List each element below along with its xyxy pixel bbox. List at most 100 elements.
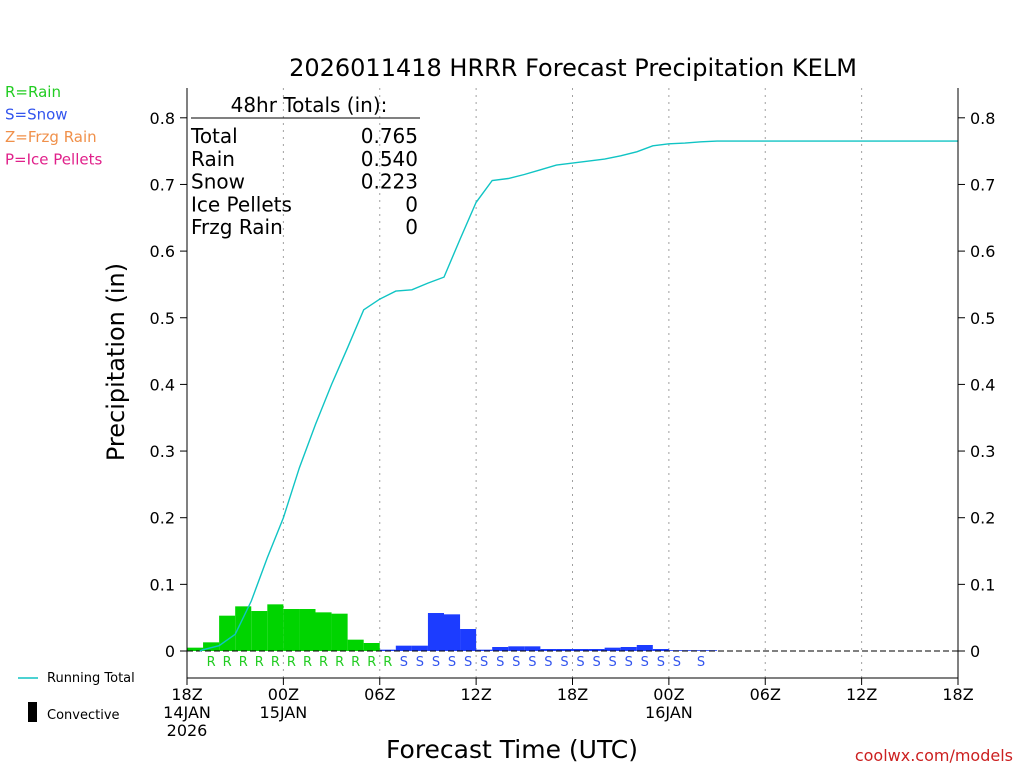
running-total-line	[199, 140, 958, 652]
totals-value-0: 0.765	[361, 124, 418, 148]
y-tick-label-right-3: 0.3	[970, 442, 995, 461]
ptype-legend: R=Rain S=Snow Z=Frzg Rain P=Ice Pellets	[5, 83, 102, 169]
y-tick-label-right-2: 0.2	[970, 509, 995, 528]
ptype-marker-19: S	[512, 655, 520, 670]
ptype-marker-21: S	[544, 655, 552, 670]
y-tick-label-right-4: 0.4	[970, 375, 995, 394]
bar-26	[604, 647, 621, 651]
ptype-marker-30: S	[697, 655, 705, 670]
totals-header: 48hr Totals (in):	[231, 93, 388, 117]
bar-11	[363, 643, 380, 651]
totals-value-3: 0	[405, 192, 418, 216]
ptype-marker-0: R	[207, 655, 216, 670]
ptype-marker-18: S	[496, 655, 504, 670]
ptype-marker-1: R	[223, 655, 232, 670]
ptype-marker-7: R	[319, 655, 328, 670]
y-tick-label-left-5: 0.5	[150, 309, 175, 328]
bar-13	[395, 645, 412, 651]
bar-7	[299, 609, 316, 651]
bar-12	[379, 649, 396, 651]
ptype-marker-8: R	[335, 655, 344, 670]
bar-20	[508, 646, 525, 651]
ptype-marker-29: S	[673, 655, 681, 670]
x-tick-label-4-0: 18Z	[557, 685, 588, 704]
bar-24	[572, 649, 589, 651]
totals-value-2: 0.223	[361, 170, 418, 194]
totals-value-1: 0.540	[361, 147, 418, 171]
bar-0	[187, 647, 204, 651]
x-tick-label-8-0: 18Z	[942, 685, 973, 704]
bar-8	[315, 612, 332, 651]
bar-16	[444, 614, 461, 651]
ptype-marker-12: S	[400, 655, 408, 670]
y-tick-label-left-4: 0.4	[150, 375, 175, 394]
x-tick-label-0-2: 2026	[167, 721, 208, 740]
gridlines	[282, 88, 863, 678]
ptype-marker-13: S	[416, 655, 424, 670]
ptype-marker-9: R	[351, 655, 360, 670]
ptype-marker-2: R	[239, 655, 248, 670]
totals-label-2: Snow	[191, 170, 245, 194]
bar-17	[460, 629, 477, 651]
ptype-marker-22: S	[560, 655, 568, 670]
bar-1	[203, 642, 220, 651]
ptype-marker-11: R	[383, 655, 392, 670]
ptype-marker-23: S	[576, 655, 584, 670]
ptype-marker-25: S	[609, 655, 617, 670]
bar-19	[492, 647, 509, 651]
y-tick-label-right-8: 0.8	[970, 109, 995, 128]
y-tick-label-left-0: 0	[165, 642, 175, 661]
y-tick-label-left-3: 0.3	[150, 442, 175, 461]
totals-value-4: 0	[405, 215, 418, 239]
bottom-legend: Running Total Convective	[18, 671, 135, 723]
totals-label-3: Ice Pellets	[191, 192, 292, 216]
y-tick-label-left-2: 0.2	[150, 509, 175, 528]
watermark: coolwx.com/models	[855, 746, 1013, 765]
totals-label-4: Frzg Rain	[191, 215, 283, 239]
bar-22	[540, 649, 557, 651]
bar-5	[267, 604, 284, 651]
legend-entry-0: R=Rain	[5, 83, 61, 101]
legend-entry-1: S=Snow	[5, 106, 68, 124]
x-tick-label-1-1: 15JAN	[260, 703, 308, 722]
bar-6	[283, 609, 300, 651]
ptype-marker-3: R	[255, 655, 264, 670]
y-tick-label-right-5: 0.5	[970, 309, 995, 328]
bar-28	[636, 645, 653, 651]
ptype-marker-20: S	[528, 655, 536, 670]
y-ticks: 0 00.1 0.10.2 0.20.3 0.30.4 0.40.5 0.50.6 0.60.…	[150, 109, 996, 661]
x-tick-label-5-0: 00Z	[653, 685, 684, 704]
ptype-marker-26: S	[625, 655, 633, 670]
x-axis-label: Forecast Time (UTC)	[386, 735, 638, 764]
totals-label-1: Rain	[191, 147, 235, 171]
y-tick-label-right-6: 0.6	[970, 242, 995, 261]
x-tick-label-0-0: 18Z	[171, 685, 202, 704]
precip-bars	[187, 604, 718, 651]
bar-10	[347, 639, 364, 651]
bar-23	[556, 649, 573, 651]
x-tick-label-1-0: 00Z	[268, 685, 299, 704]
bar-21	[524, 646, 541, 651]
totals-label-0: Total	[190, 124, 238, 148]
ptype-marker-10: R	[367, 655, 376, 670]
x-tick-label-0-1: 14JAN	[163, 703, 211, 722]
x-tick-label-7-0: 12Z	[846, 685, 877, 704]
ptype-marker-28: S	[657, 655, 665, 670]
ptype-marker-14: S	[432, 655, 440, 670]
y-tick-label-left-6: 0.6	[150, 242, 175, 261]
ptype-marker-17: S	[480, 655, 488, 670]
ptype-marker-4: R	[271, 655, 280, 670]
y-tick-label-left-7: 0.7	[150, 175, 175, 194]
ptype-marker-6: R	[303, 655, 312, 670]
bar-9	[331, 613, 348, 651]
bar-18	[476, 649, 493, 651]
ptype-marker-15: S	[448, 655, 456, 670]
totals-box: 48hr Totals (in): Total 0.765 Rain 0.540 Sno…	[190, 93, 420, 239]
bar-2	[219, 615, 236, 651]
bar-14	[411, 645, 428, 651]
convective-swatch	[28, 702, 37, 722]
ptype-marker-27: S	[641, 655, 649, 670]
